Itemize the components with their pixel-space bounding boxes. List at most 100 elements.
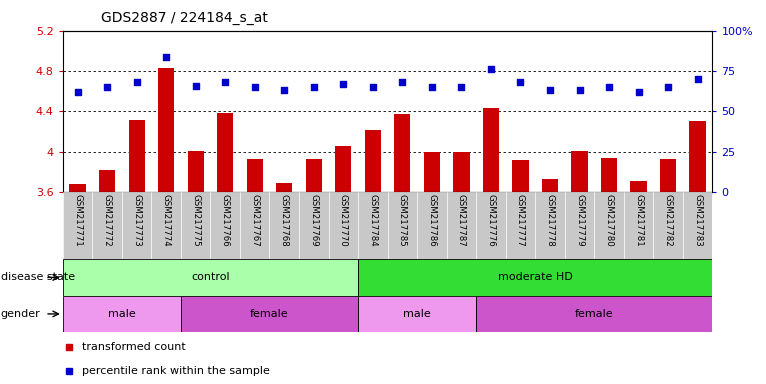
Bar (417, 192, 447, 259)
Point (455, 84, 467, 90)
Point (396, 79, 408, 85)
Text: percentile rank within the sample: percentile rank within the sample (82, 366, 270, 376)
Text: GSM217772: GSM217772 (103, 194, 112, 247)
Bar (276, 183, 293, 192)
Bar (483, 108, 499, 192)
Point (101, 84, 113, 90)
Bar (535, 192, 565, 259)
Point (574, 87, 586, 93)
Bar (217, 113, 234, 192)
Text: GSM217767: GSM217767 (250, 194, 259, 247)
Text: GSM217770: GSM217770 (339, 194, 348, 247)
Bar (630, 181, 647, 192)
Point (189, 83, 201, 89)
Bar (63, 192, 93, 259)
Text: female: female (575, 309, 614, 319)
Point (219, 79, 231, 85)
Text: GDS2887 / 224184_s_at: GDS2887 / 224184_s_at (101, 11, 268, 25)
Bar (476, 192, 506, 259)
Text: GSM217776: GSM217776 (486, 194, 496, 247)
Point (603, 84, 615, 90)
Bar (365, 129, 381, 192)
Text: male: male (403, 309, 431, 319)
Bar (653, 192, 683, 259)
Bar (188, 151, 204, 192)
Text: male: male (108, 309, 136, 319)
Bar (63, 296, 181, 332)
Point (544, 87, 556, 93)
Bar (129, 121, 145, 192)
Bar (70, 184, 86, 192)
Bar (336, 146, 352, 192)
Point (485, 66, 497, 73)
Bar (240, 192, 270, 259)
Bar (63, 259, 358, 296)
Bar (424, 152, 440, 192)
Bar (506, 192, 535, 259)
Bar (270, 192, 299, 259)
Point (278, 87, 290, 93)
Bar (158, 68, 175, 192)
Bar (306, 159, 322, 192)
Bar (565, 192, 594, 259)
Point (662, 84, 674, 90)
Bar (93, 192, 122, 259)
Point (130, 79, 142, 85)
Text: GSM217771: GSM217771 (73, 194, 82, 247)
Text: GSM217775: GSM217775 (192, 194, 200, 247)
Point (308, 84, 320, 90)
Bar (624, 192, 653, 259)
Bar (453, 152, 470, 192)
Text: GSM217785: GSM217785 (398, 194, 407, 247)
Bar (247, 159, 263, 192)
Point (633, 89, 645, 95)
Text: GSM217786: GSM217786 (427, 194, 437, 247)
Bar (512, 160, 529, 192)
Bar (152, 192, 181, 259)
Text: GSM217769: GSM217769 (309, 194, 319, 247)
Bar (394, 114, 411, 192)
Text: female: female (250, 309, 289, 319)
Text: GSM217787: GSM217787 (457, 194, 466, 247)
Point (249, 84, 261, 90)
Bar (542, 179, 558, 192)
Text: disease state: disease state (1, 272, 75, 283)
Text: GSM217768: GSM217768 (280, 194, 289, 247)
Bar (571, 151, 588, 192)
Bar (660, 159, 676, 192)
Text: moderate HD: moderate HD (498, 272, 573, 283)
Bar (447, 192, 476, 259)
Text: GSM217780: GSM217780 (604, 194, 614, 247)
Bar (358, 296, 476, 332)
Bar (689, 121, 705, 192)
Point (426, 84, 438, 90)
Bar (122, 192, 152, 259)
Bar (211, 192, 240, 259)
Bar (181, 192, 211, 259)
Text: GSM217781: GSM217781 (634, 194, 643, 247)
Bar (181, 296, 358, 332)
Point (337, 81, 349, 87)
Point (692, 76, 704, 82)
Point (514, 79, 526, 85)
Text: GSM217774: GSM217774 (162, 194, 171, 247)
Bar (601, 158, 617, 192)
Text: gender: gender (1, 309, 41, 319)
Text: GSM217766: GSM217766 (221, 194, 230, 247)
Text: GSM217783: GSM217783 (693, 194, 702, 247)
Bar (358, 192, 388, 259)
Text: GSM217784: GSM217784 (368, 194, 378, 247)
Point (160, 53, 172, 60)
Text: GSM217777: GSM217777 (516, 194, 525, 247)
Text: transformed count: transformed count (82, 342, 186, 352)
Bar (388, 192, 417, 259)
Text: GSM217773: GSM217773 (132, 194, 141, 247)
Bar (683, 192, 712, 259)
Point (71, 89, 83, 95)
Point (367, 84, 379, 90)
Bar (299, 192, 329, 259)
Text: GSM217779: GSM217779 (575, 194, 584, 247)
Bar (594, 192, 624, 259)
Bar (329, 192, 358, 259)
Text: GSM217782: GSM217782 (663, 194, 673, 247)
